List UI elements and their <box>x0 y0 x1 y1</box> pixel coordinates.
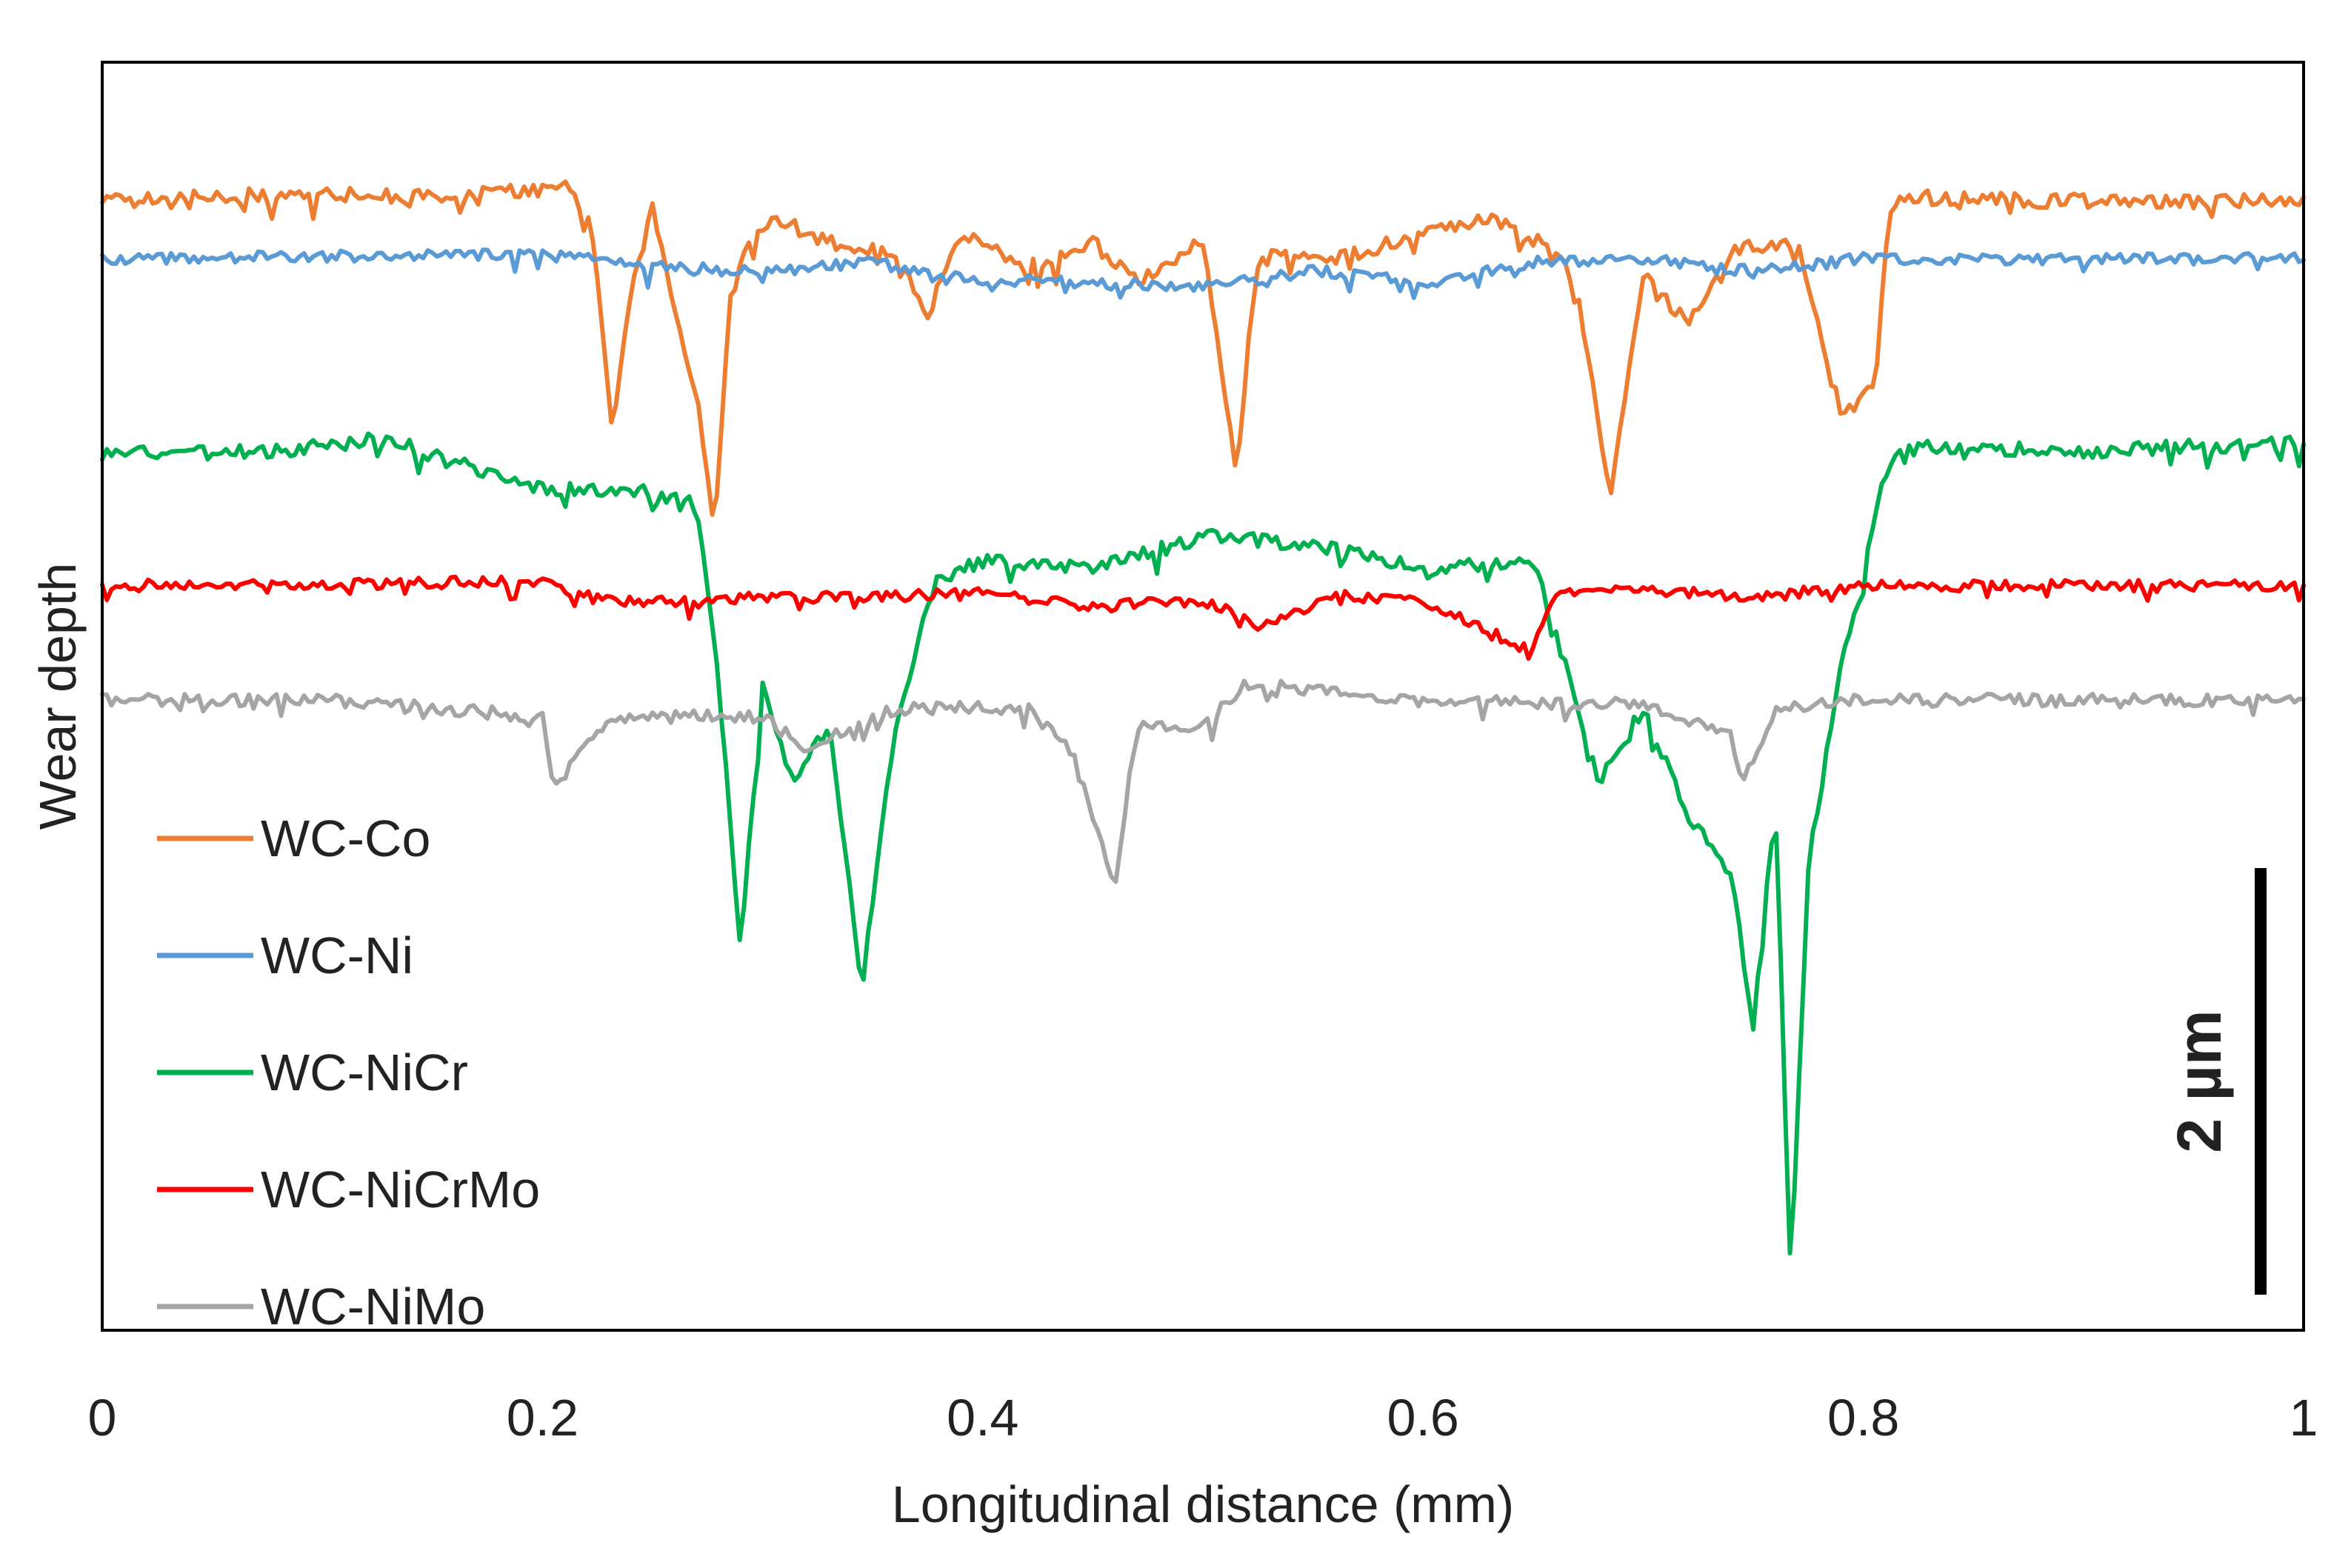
series-line-wc-co <box>100 179 2306 517</box>
scale-bar-label: 2 µm <box>2164 1010 2234 1152</box>
legend: WC-Co WC-Ni WC-NiCr WC-NiCrMo WC-NiMo <box>157 810 540 1335</box>
x-tick-label: 0.6 <box>1387 1389 1459 1447</box>
y-axis-label: Wear depth <box>29 563 87 830</box>
series-line-wc-ni <box>100 247 2306 301</box>
x-tick-labels: 0 0.2 0.4 0.6 0.8 1 <box>88 1389 2318 1447</box>
series-line-wc-nicrmo <box>100 574 2306 661</box>
series-line-wc-nicr <box>100 431 2306 1255</box>
x-tick-label: 0.8 <box>1827 1389 1899 1447</box>
legend-label: WC-NiCr <box>261 1044 468 1101</box>
legend-label: WC-Co <box>261 810 430 867</box>
legend-label: WC-Ni <box>261 927 413 984</box>
legend-label: WC-NiMo <box>261 1278 485 1335</box>
x-tick-label: 0.4 <box>947 1389 1018 1447</box>
x-tick-label: 0.2 <box>507 1389 578 1447</box>
series-line-wc-nimo <box>100 678 2306 884</box>
legend-label: WC-NiCrMo <box>261 1161 540 1218</box>
series-layer <box>100 179 2306 1255</box>
x-tick-label: 0 <box>88 1389 117 1447</box>
plot-border <box>101 61 2305 1332</box>
x-tick-label: 1 <box>2290 1389 2318 1447</box>
plot-background <box>102 62 2304 1330</box>
x-axis-label: Longitudinal distance (mm) <box>892 1475 1514 1533</box>
